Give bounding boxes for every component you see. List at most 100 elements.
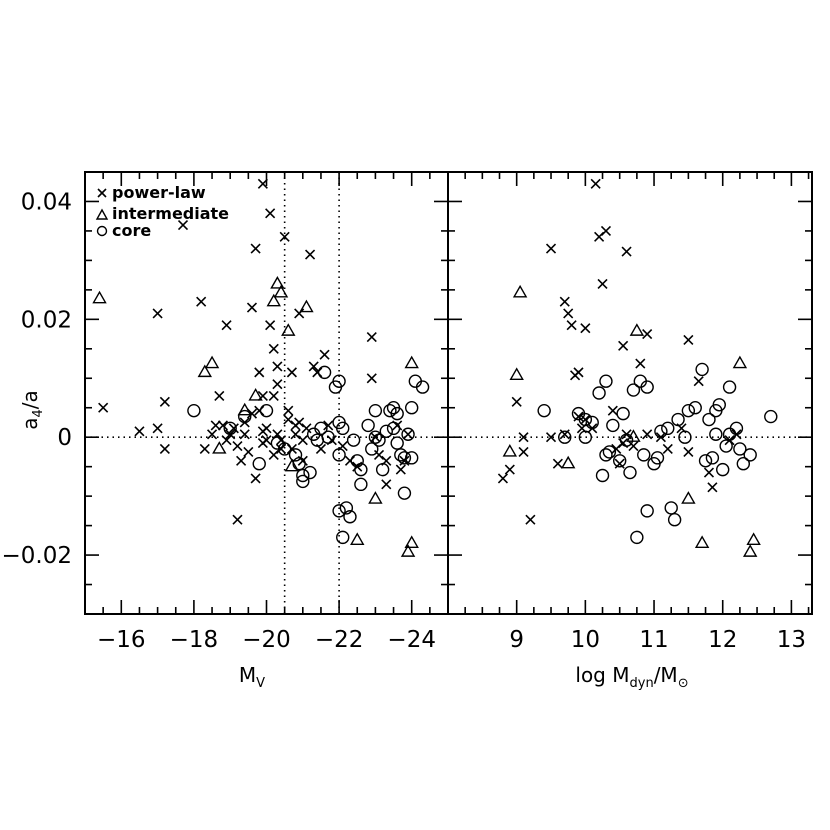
point-core <box>733 442 747 456</box>
point-power-law <box>214 390 225 402</box>
point-core <box>537 403 551 418</box>
point-power-law <box>261 423 272 434</box>
point-power-law-stroke <box>693 376 704 387</box>
point-power-law-stroke <box>580 414 591 425</box>
legend-item-power-law: power-law <box>97 183 206 202</box>
right-x-axis-label-mid: /M <box>654 663 678 687</box>
point-core <box>415 380 430 394</box>
point-power-law-stroke <box>707 482 718 493</box>
point-intermediate <box>92 290 107 304</box>
point-power-law <box>366 373 377 384</box>
point-power-law-stroke <box>600 225 612 236</box>
right-x-axis-label-sub2: ⊙ <box>678 676 689 691</box>
point-power-law <box>597 278 608 290</box>
point-power-law-stroke <box>221 320 232 331</box>
left-x-axis-label-sub: V <box>256 676 265 691</box>
point-power-law-stroke <box>683 334 694 346</box>
point-core <box>712 398 726 412</box>
point-power-law-stroke <box>628 440 639 452</box>
point-core <box>223 421 237 436</box>
point-power-law-stroke <box>525 514 536 525</box>
point-core <box>592 386 606 400</box>
point-power-law-stroke <box>618 340 629 351</box>
point-power-law <box>642 429 653 440</box>
point-core <box>654 424 668 439</box>
legend-label-intermediate: intermediate <box>112 204 229 223</box>
y-tick-label: 0.04 <box>21 189 72 215</box>
point-core <box>630 530 644 545</box>
point-core <box>314 421 328 436</box>
point-intermediate <box>629 323 645 336</box>
point-core <box>405 401 419 415</box>
point-power-law <box>159 443 170 455</box>
point-core <box>729 421 744 436</box>
point-power-law-stroke <box>642 429 653 440</box>
point-power-law <box>312 367 323 378</box>
point-intermediate <box>237 402 252 416</box>
point-power-law-stroke <box>279 231 290 242</box>
point-power-law-stroke <box>134 426 145 437</box>
point-power-law <box>217 420 229 431</box>
point-core <box>386 421 401 436</box>
point-power-law-stroke <box>221 435 232 446</box>
point-intermediate <box>404 535 419 548</box>
point-power-law <box>683 446 694 457</box>
point-power-law <box>707 482 718 493</box>
point-power-law <box>283 405 294 416</box>
point-intermediate <box>266 293 281 307</box>
point-power-law-stroke <box>286 367 297 378</box>
point-core <box>671 412 685 427</box>
point-core <box>743 448 757 462</box>
point-intermediate <box>299 299 314 313</box>
point-intermediate <box>732 355 748 369</box>
point-power-law <box>580 323 591 334</box>
point-power-law-stroke <box>268 390 279 402</box>
left-x-axis-label-main: M <box>239 663 256 687</box>
point-core <box>606 418 620 433</box>
point-power-law-stroke <box>261 423 272 434</box>
point-core <box>612 454 627 468</box>
point-power-law <box>290 429 301 440</box>
point-core <box>288 448 303 462</box>
point-power-law-stroke <box>206 429 218 440</box>
point-power-law-stroke <box>559 296 570 307</box>
point-intermediate <box>746 532 761 546</box>
point-power-law <box>257 178 268 189</box>
point-power-law-stroke <box>607 405 618 416</box>
point-power-law <box>221 320 232 331</box>
point-power-law <box>518 432 529 443</box>
y-tick-label: 0 <box>57 425 72 451</box>
point-core <box>368 403 383 418</box>
point-power-law-stroke <box>552 458 563 469</box>
legend-label-core: core <box>112 221 151 240</box>
point-power-law-stroke <box>261 435 272 446</box>
point-power-law-stroke <box>98 402 109 413</box>
point-power-law-stroke <box>268 343 279 354</box>
point-power-law-stroke <box>312 367 323 378</box>
point-power-law <box>279 231 290 242</box>
point-power-law <box>152 423 163 434</box>
point-core <box>361 418 375 433</box>
point-power-law-stroke <box>152 308 163 319</box>
point-power-law-stroke <box>254 405 265 416</box>
point-power-law-stroke <box>618 438 629 449</box>
point-power-law <box>286 443 297 455</box>
point-power-law-stroke <box>373 449 385 460</box>
right-x-tick-label: 12 <box>708 627 737 653</box>
point-core <box>303 465 317 480</box>
point-core <box>259 403 274 418</box>
point-power-law-stroke <box>214 390 225 402</box>
point-power-law <box>662 443 673 455</box>
point-power-law <box>301 423 312 434</box>
point-core <box>296 468 310 483</box>
point-core <box>558 430 572 444</box>
right-x-tick-label: 9 <box>509 627 524 653</box>
point-power-law-stroke <box>323 420 334 431</box>
point-power-law <box>239 429 250 440</box>
legend-marker-cross <box>97 188 107 198</box>
point-power-law <box>642 329 653 340</box>
left-x-tick-label: −20 <box>242 627 291 653</box>
right-x-axis-label-sub1: dyn <box>630 676 654 691</box>
y-axis-label-sub: 4 <box>31 409 46 417</box>
right-x-tick-label: 10 <box>571 627 600 653</box>
